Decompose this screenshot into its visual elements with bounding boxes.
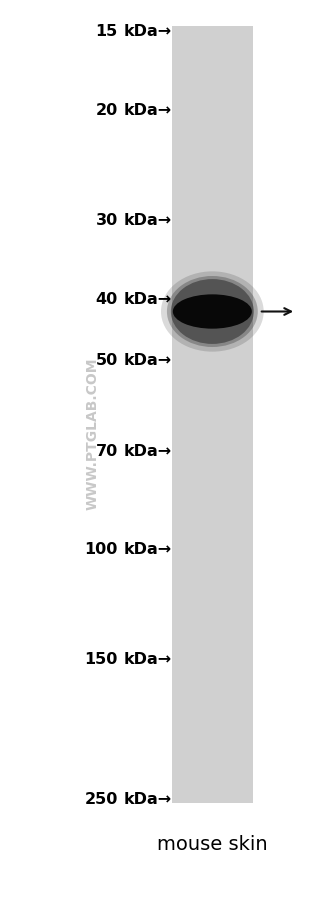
Text: kDa→: kDa→ [124, 541, 172, 556]
Text: mouse skin: mouse skin [157, 833, 268, 853]
Text: 50: 50 [95, 352, 118, 367]
Text: 30: 30 [95, 213, 118, 228]
Ellipse shape [171, 280, 254, 345]
Text: kDa→: kDa→ [124, 791, 172, 805]
Text: 250: 250 [84, 791, 118, 805]
Text: 20: 20 [95, 103, 118, 117]
Ellipse shape [167, 277, 258, 347]
Text: kDa→: kDa→ [124, 352, 172, 367]
Text: kDa→: kDa→ [124, 103, 172, 117]
Ellipse shape [161, 272, 264, 353]
Text: 15: 15 [95, 24, 118, 39]
Text: kDa→: kDa→ [124, 213, 172, 228]
Text: kDa→: kDa→ [124, 291, 172, 307]
Ellipse shape [173, 295, 252, 329]
Text: 40: 40 [95, 291, 118, 307]
Text: WWW.PTGLAB.COM: WWW.PTGLAB.COM [86, 357, 100, 509]
Text: 150: 150 [84, 651, 118, 667]
Text: kDa→: kDa→ [124, 24, 172, 39]
Bar [172, 27, 253, 803]
Text: kDa→: kDa→ [124, 444, 172, 459]
Text: 70: 70 [95, 444, 118, 459]
Text: kDa→: kDa→ [124, 651, 172, 667]
Text: 100: 100 [84, 541, 118, 556]
